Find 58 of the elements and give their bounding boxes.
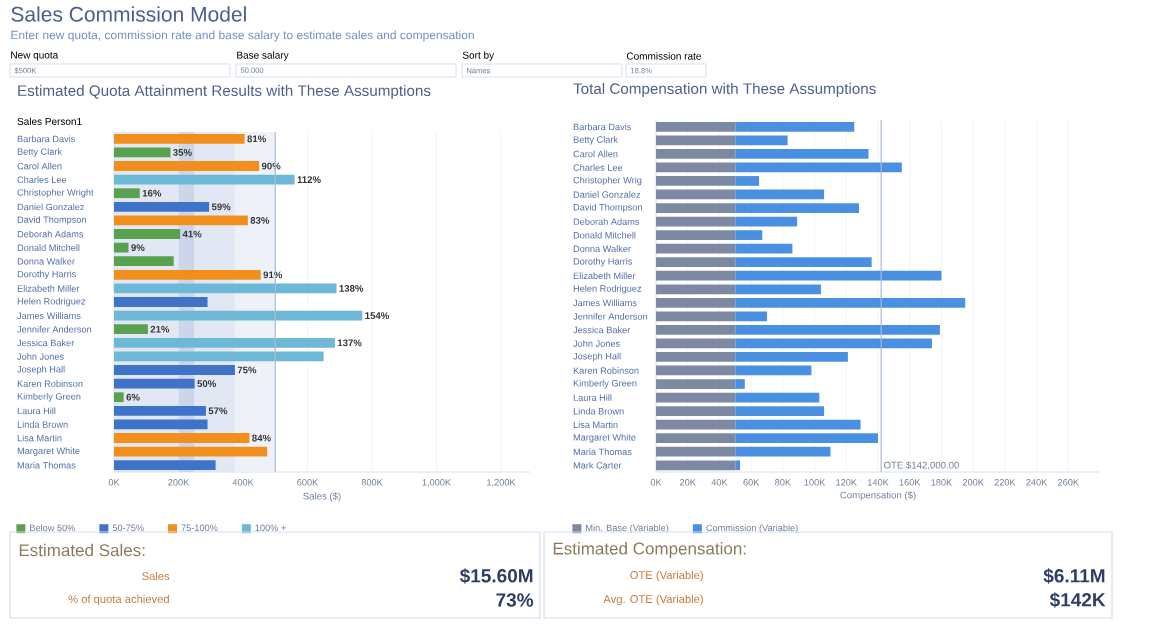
bar <box>114 133 245 144</box>
bar <box>114 446 268 457</box>
bar <box>656 162 736 173</box>
bar <box>114 215 248 226</box>
bar <box>656 365 736 376</box>
bar <box>114 283 337 294</box>
bar <box>735 392 820 403</box>
bar <box>114 392 124 403</box>
bar <box>114 351 324 362</box>
bar <box>735 324 940 335</box>
bar <box>656 379 736 389</box>
text: $15.60M <box>459 568 533 584</box>
bar <box>114 378 195 389</box>
bar <box>735 230 763 240</box>
bar <box>114 161 260 171</box>
bar <box>656 324 736 335</box>
bar <box>656 148 736 159</box>
bar <box>114 460 216 471</box>
bar <box>735 176 760 186</box>
bar <box>656 406 736 416</box>
bar <box>735 365 812 376</box>
bar <box>735 352 848 362</box>
bar <box>735 203 859 213</box>
text: 73% <box>496 593 534 607</box>
bar <box>114 337 335 348</box>
bar <box>114 269 261 280</box>
bar <box>114 201 210 212</box>
bar <box>114 365 235 375</box>
bar <box>656 176 736 186</box>
bar <box>735 189 825 200</box>
bar <box>114 297 208 307</box>
text: Estimated Compensation: <box>553 542 746 558</box>
text: $142K <box>1049 592 1106 608</box>
bar <box>114 188 140 199</box>
bar <box>656 216 736 227</box>
text: $6.11M <box>1043 568 1105 584</box>
bar <box>735 148 869 159</box>
bar <box>656 230 736 240</box>
bar <box>114 324 148 335</box>
bar <box>735 379 745 389</box>
bar <box>656 392 736 403</box>
text: Estimated Sales: <box>19 543 145 557</box>
bar <box>656 189 736 200</box>
bar <box>735 216 798 227</box>
bar <box>114 229 181 239</box>
bar <box>656 338 736 349</box>
bar <box>656 203 736 213</box>
bar <box>114 174 295 185</box>
text: Sales Commission Model <box>11 6 246 22</box>
bar <box>114 310 363 321</box>
bar <box>735 162 902 173</box>
bar <box>656 352 736 362</box>
bar <box>735 338 932 349</box>
bar <box>114 433 250 443</box>
bar <box>735 406 825 416</box>
bar <box>114 405 206 416</box>
bar <box>114 419 208 430</box>
bar <box>114 147 171 158</box>
